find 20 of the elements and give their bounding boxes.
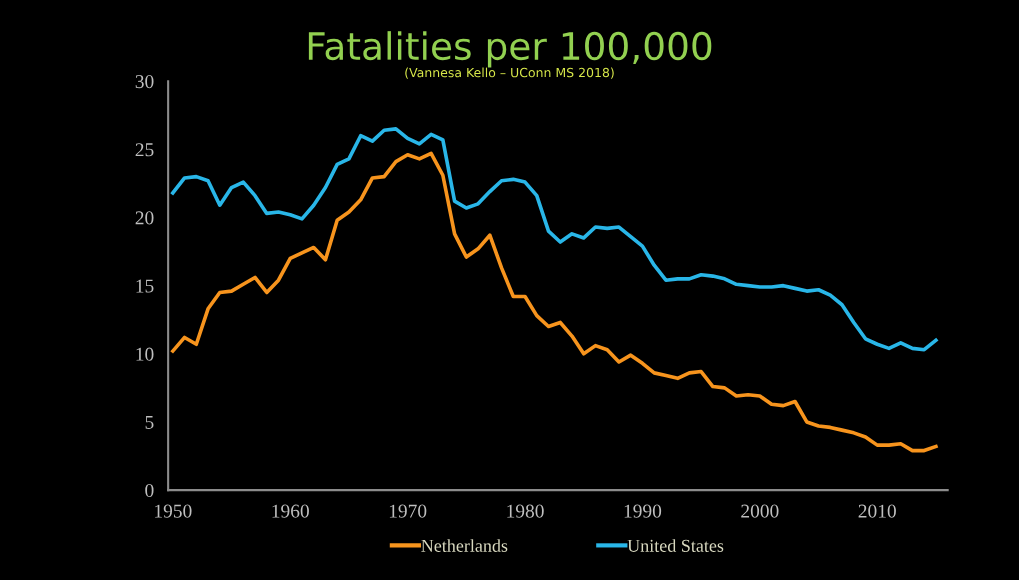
x-tick-label: 1950 [155, 504, 192, 518]
x-tick-label: 1960 [272, 504, 309, 518]
y-tick-label: 20 [135, 211, 154, 225]
line-series [171, 127, 938, 352]
chart-subtitle: (Vannesa Kello – UConn MS 2018) [405, 67, 614, 79]
y-tick-label: 10 [136, 347, 154, 361]
x-tick-label: 2000 [741, 504, 779, 518]
chart-title: Fatalities per 100,000 [308, 31, 712, 68]
y-tick-label: 5 [145, 415, 154, 429]
x-tick-label: 1970 [389, 504, 427, 518]
y-tick-label: 25 [135, 143, 154, 157]
y-tick-label: 15 [136, 279, 154, 293]
y-tick-label: 30 [135, 75, 154, 89]
x-tick-label: 2010 [858, 504, 896, 518]
x-tick-label: 1980 [507, 504, 544, 518]
x-tick-label: 1990 [624, 504, 662, 518]
legend-label: Netherlands [421, 539, 508, 552]
y-tick-label: 0 [145, 483, 154, 498]
legend-label: United States [627, 539, 724, 552]
line-series [171, 151, 938, 453]
